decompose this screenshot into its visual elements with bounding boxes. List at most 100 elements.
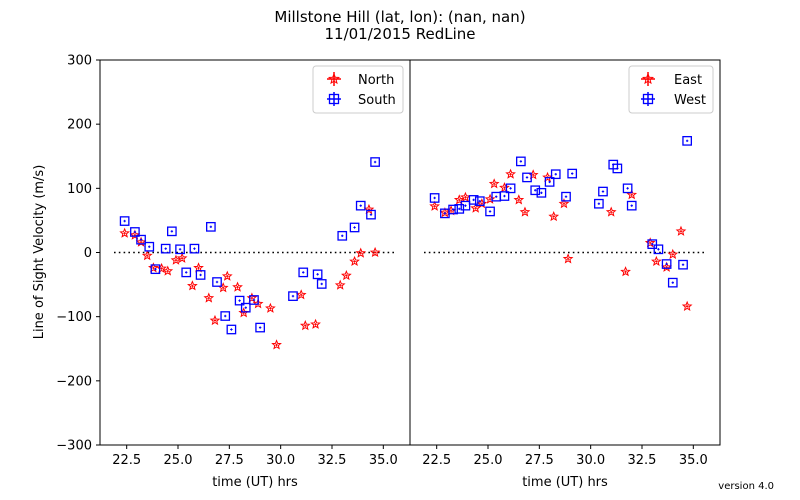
data-point-north xyxy=(148,262,159,273)
data-point-south xyxy=(370,157,380,167)
data-point-south xyxy=(312,269,323,280)
data-point-south xyxy=(150,264,161,275)
data-point-east xyxy=(429,200,440,211)
data-point-south xyxy=(298,267,309,278)
y-tick-label: 300 xyxy=(67,54,92,69)
data-point-west xyxy=(429,193,440,203)
x-tick-label: 35.0 xyxy=(369,453,398,468)
data-point-east xyxy=(644,237,656,248)
legend-marker-north xyxy=(327,72,341,86)
data-point-west xyxy=(682,135,693,146)
data-point-north xyxy=(176,252,188,263)
y-tick-label: 100 xyxy=(67,182,92,197)
data-point-south xyxy=(212,277,222,287)
data-point-south xyxy=(234,295,245,306)
chart-title-line2: 11/01/2015 RedLine xyxy=(324,25,476,43)
data-point-north xyxy=(187,280,198,291)
data-point-north xyxy=(265,302,276,313)
data-point-west xyxy=(448,204,458,215)
data-point-west xyxy=(598,186,608,197)
data-point-north xyxy=(203,292,215,303)
x-tick-label: 32.5 xyxy=(628,453,657,468)
data-point-north xyxy=(170,254,182,265)
data-point-north xyxy=(355,247,367,258)
data-point-west xyxy=(505,183,516,194)
data-point-south xyxy=(167,226,177,237)
data-point-west xyxy=(536,187,547,198)
data-point-west xyxy=(530,185,541,196)
data-point-west xyxy=(454,204,465,214)
data-point-west xyxy=(561,191,571,202)
data-point-east xyxy=(626,189,638,200)
data-point-north xyxy=(369,246,381,258)
data-point-east xyxy=(667,248,679,259)
x-tick-label: 32.5 xyxy=(318,453,347,468)
data-point-west xyxy=(485,206,495,217)
data-point-west xyxy=(468,195,479,205)
data-point-north xyxy=(271,339,282,350)
x-tick-label: 27.5 xyxy=(525,453,554,468)
data-point-south xyxy=(220,311,231,321)
data-point-west xyxy=(544,177,555,187)
data-point-south xyxy=(206,221,216,232)
data-point-north xyxy=(310,318,321,329)
north-south-panel: 22.5 25.0 27.5 30.0 32.5 35.0 −300 −200 −100 0 100… xyxy=(32,54,411,490)
data-point-north xyxy=(295,289,307,300)
legend-label-north: North xyxy=(358,73,394,88)
x-tick-label: 30.0 xyxy=(576,453,605,468)
data-point-south xyxy=(195,270,206,280)
data-point-south xyxy=(337,230,348,241)
data-point-south xyxy=(175,244,185,255)
data-point-north xyxy=(162,265,174,276)
y-tick-label: 0 xyxy=(84,246,92,261)
x-tick-label: 22.5 xyxy=(112,453,141,468)
data-point-west xyxy=(522,172,532,183)
x-axis-label: time (UT) hrs xyxy=(212,475,298,490)
data-point-west xyxy=(567,168,578,179)
data-point-west xyxy=(667,277,678,288)
legend-marker-west xyxy=(641,92,655,106)
data-point-east xyxy=(460,191,471,202)
x-axis-label: time (UT) hrs xyxy=(522,475,608,490)
data-point-west xyxy=(678,259,688,270)
legend: East West xyxy=(628,65,714,114)
data-point-north xyxy=(341,269,352,281)
data-point-east xyxy=(513,194,525,205)
legend: North South xyxy=(312,65,404,114)
data-point-west xyxy=(622,183,633,194)
legend-marker-east xyxy=(641,72,655,86)
data-point-east xyxy=(558,198,570,209)
data-point-east xyxy=(505,168,516,179)
data-point-south xyxy=(240,302,251,313)
x-tick-label: 30.0 xyxy=(266,453,295,468)
data-point-west xyxy=(594,198,604,209)
data-point-north xyxy=(349,255,360,267)
data-point-north xyxy=(141,250,153,261)
x-tick-label: 22.5 xyxy=(422,453,451,468)
data-point-west xyxy=(460,200,471,211)
data-point-east xyxy=(484,193,496,204)
data-point-east xyxy=(605,206,617,217)
data-point-south xyxy=(349,222,360,233)
data-point-east xyxy=(675,225,687,236)
data-point-east xyxy=(488,178,500,189)
plot-frame xyxy=(409,59,721,446)
data-point-east xyxy=(651,255,662,267)
y-tick-label: −300 xyxy=(56,439,92,454)
data-point-east xyxy=(681,300,693,311)
data-point-east xyxy=(470,202,482,213)
chart-title-line1: Millstone Hill (lat, lon): (nan, nan) xyxy=(274,8,526,26)
data-point-west xyxy=(653,244,664,255)
data-point-south xyxy=(144,241,155,252)
data-point-north xyxy=(156,262,167,274)
legend-label-south: South xyxy=(358,93,396,108)
data-point-east xyxy=(519,206,531,217)
data-point-south xyxy=(136,234,146,245)
data-point-north xyxy=(209,314,221,326)
data-point-south xyxy=(288,291,298,301)
data-point-west xyxy=(550,169,561,180)
data-point-west xyxy=(661,259,672,269)
data-point-north xyxy=(334,279,346,290)
legend-label-east: East xyxy=(674,73,702,88)
